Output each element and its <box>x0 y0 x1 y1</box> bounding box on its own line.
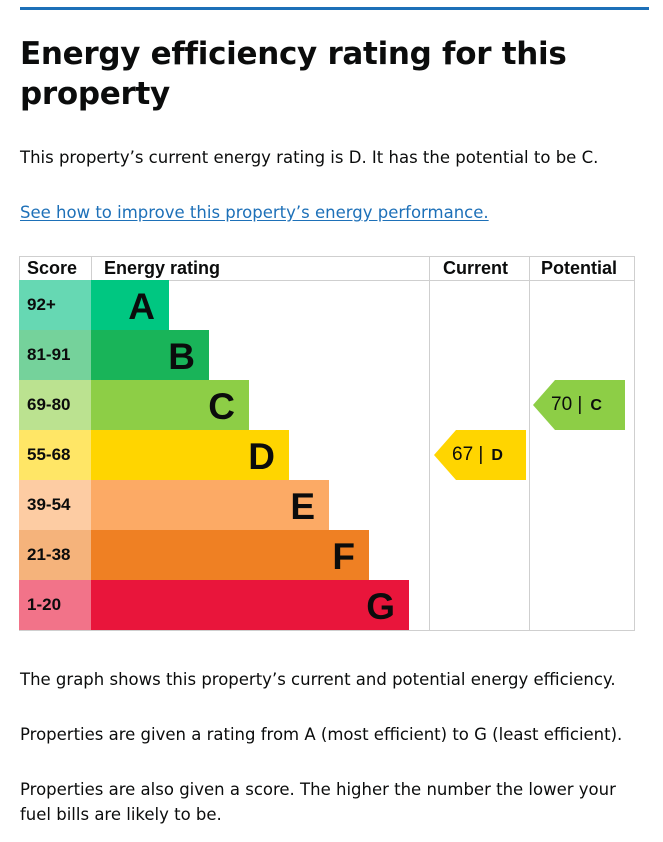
band-score-b: 81-91 <box>19 330 91 380</box>
current-rating-arrow <box>434 430 526 480</box>
band-bar-g: G <box>91 580 409 630</box>
header-score: Score <box>27 258 78 278</box>
current-score: 67 | <box>452 444 484 465</box>
potential-letter: C <box>590 397 602 414</box>
potential-score: 70 | <box>551 394 583 415</box>
score-explanation: Properties are also given a score. The h… <box>20 780 616 824</box>
band-bar-d: D <box>91 430 289 480</box>
score-column-divider <box>91 256 92 280</box>
page-title: Energy efficiency rating for this proper… <box>20 36 567 112</box>
header-current: Current <box>443 258 509 278</box>
top-border-line <box>20 7 649 10</box>
band-score-d: 55-68 <box>19 430 91 480</box>
potential-column-divider <box>529 256 530 630</box>
current-rating-label: 67 | D <box>452 430 503 480</box>
band-score-e: 39-54 <box>19 480 91 530</box>
header-energy-rating: Energy rating <box>104 258 221 278</box>
rating-summary: This property’s current energy rating is… <box>20 148 599 167</box>
energy-rating-chart: Score Energy rating Current Potential 92… <box>19 256 635 631</box>
chart-header-divider <box>19 280 634 281</box>
band-bar-e: E <box>91 480 329 530</box>
band-score-c: 69-80 <box>19 380 91 430</box>
graph-explanation: The graph shows this property’s current … <box>20 670 616 689</box>
band-score-g: 1-20 <box>19 580 91 630</box>
band-bar-c: C <box>91 380 249 430</box>
current-letter: D <box>491 447 503 464</box>
band-score-a: 92+ <box>19 280 91 330</box>
potential-rating-label: 70 | C <box>551 380 602 430</box>
band-score-f: 21-38 <box>19 530 91 580</box>
band-bar-b: B <box>91 330 209 380</box>
chart-top-border <box>19 256 634 257</box>
current-column-divider <box>429 256 430 630</box>
band-bar-a: A <box>91 280 169 330</box>
rating-explanation: Properties are given a rating from A (mo… <box>20 725 623 744</box>
header-potential: Potential <box>541 258 618 278</box>
band-bar-f: F <box>91 530 369 580</box>
potential-rating-arrow <box>533 380 625 430</box>
improve-performance-link[interactable]: See how to improve this property’s energ… <box>20 203 489 222</box>
